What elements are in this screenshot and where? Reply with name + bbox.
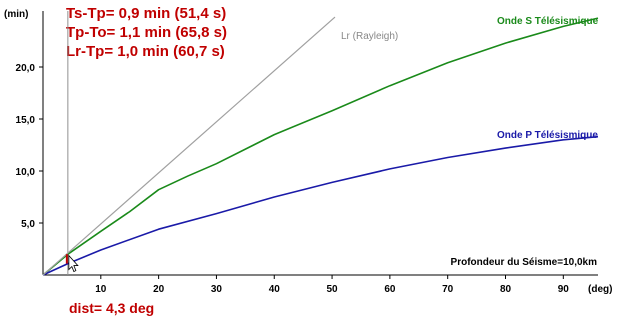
mouse-cursor-icon	[68, 254, 79, 273]
x-tick-label: 30	[211, 284, 223, 295]
p-wave-line	[42, 135, 599, 276]
x-tick-label: 60	[384, 284, 396, 295]
p-wave-label: Onde P Télésismique	[497, 130, 598, 141]
lr-tp-annotation: Lr-Tp= 1,0 min (60,7 s)	[66, 43, 225, 60]
chart-axes: 10 20 30 40 50 60 70 80 90 (deg) 5,0 10,0 15,0 20,0	[16, 11, 612, 295]
s-wave-label: Onde S Télésismique	[497, 16, 599, 27]
ts-tp-annotation: Ts-Tp= 0,9 min (51,4 s)	[66, 5, 227, 22]
labels-layer: Onde S Télésismique Onde P Télésismique Lr…	[68, 16, 599, 273]
y-axis-label: (min)	[4, 9, 29, 20]
series-layer	[42, 11, 599, 276]
x-tick-label: 50	[327, 284, 339, 295]
x-tick-label: 40	[269, 284, 281, 295]
s-wave-line	[42, 17, 599, 276]
x-axis-label: (deg)	[588, 284, 612, 295]
x-tick-label: 90	[558, 284, 570, 295]
y-tick-label: 20,0	[16, 63, 36, 74]
x-tick-label: 10	[95, 284, 107, 295]
y-tick-label: 15,0	[16, 115, 36, 126]
depth-label: Profondeur du Séisme=10,0km	[451, 257, 598, 268]
x-tick-label: 20	[153, 284, 165, 295]
rayleigh-line	[42, 16, 336, 276]
distance-annotation: dist= 4,3 deg	[69, 300, 155, 316]
tp-to-annotation: Tp-To= 1,1 min (65,8 s)	[66, 24, 228, 41]
x-tick-label: 80	[500, 284, 512, 295]
y-tick-label: 10,0	[16, 167, 36, 178]
x-tick-label: 70	[442, 284, 454, 295]
y-tick-label: 5,0	[21, 219, 35, 230]
rayleigh-label: Lr (Rayleigh)	[341, 31, 398, 42]
